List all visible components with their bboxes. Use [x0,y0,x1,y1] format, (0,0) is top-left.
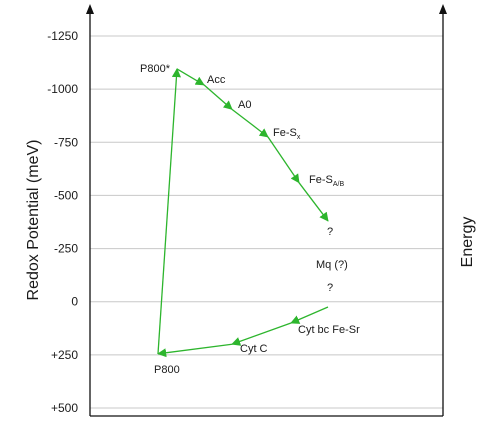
y-tick-label: +250 [51,348,78,362]
y-tick-label: 0 [71,295,78,309]
label-acc: Acc [207,74,226,86]
pathway-arrow-2 [176,68,205,86]
y-tick-label: -750 [54,135,78,149]
label-p800-excited: P800* [140,63,171,75]
electron-pathway [157,68,329,358]
pathway-arrow-4 [231,108,269,138]
label-fe-sx-sub: x [297,134,301,141]
pathway-arrow-8 [290,306,329,324]
pathway-arrow-5 [267,136,300,184]
label-cyt-bc: Cyt bc Fe-Sr [298,324,360,336]
y-tick-label: -1000 [47,82,78,96]
energy-axis-title: Energy [459,217,476,268]
y-tick-label: -500 [54,188,78,202]
label-fe-sab-sub: A/B [333,181,345,188]
y-axis-title: Redox Potential (meV) [25,140,42,301]
pathway-arrow-9 [231,322,292,346]
y-tick-labels: -1250 -1000 -750 -500 -250 0 +250 +500 [47,29,78,415]
label-fe-sab: Fe-SA/B [309,174,344,188]
label-p800-ground: P800 [154,364,180,376]
y-tick-label: +500 [51,401,78,415]
label-fe-sab-main: Fe-S [309,174,333,186]
y-tick-label: -1250 [47,29,78,43]
pathway-arrow-1 [157,68,181,354]
label-a0: A0 [238,99,251,111]
label-cyt-c: Cyt C [240,343,268,355]
pathway-arrow-3 [203,84,233,110]
pathway-arrow-10 [157,343,233,358]
label-question-2: ? [327,282,333,294]
label-fe-sx: Fe-Sx [273,127,301,141]
label-mq: Mq (?) [316,259,348,271]
pathway-arrow-6 [298,182,329,222]
right-axis-arrowhead [439,4,447,14]
label-question-1: ? [327,226,333,238]
label-fe-sx-main: Fe-S [273,127,297,139]
y-tick-label: -250 [54,242,78,256]
left-axis-arrowhead [86,4,94,14]
gridlines [90,35,443,409]
